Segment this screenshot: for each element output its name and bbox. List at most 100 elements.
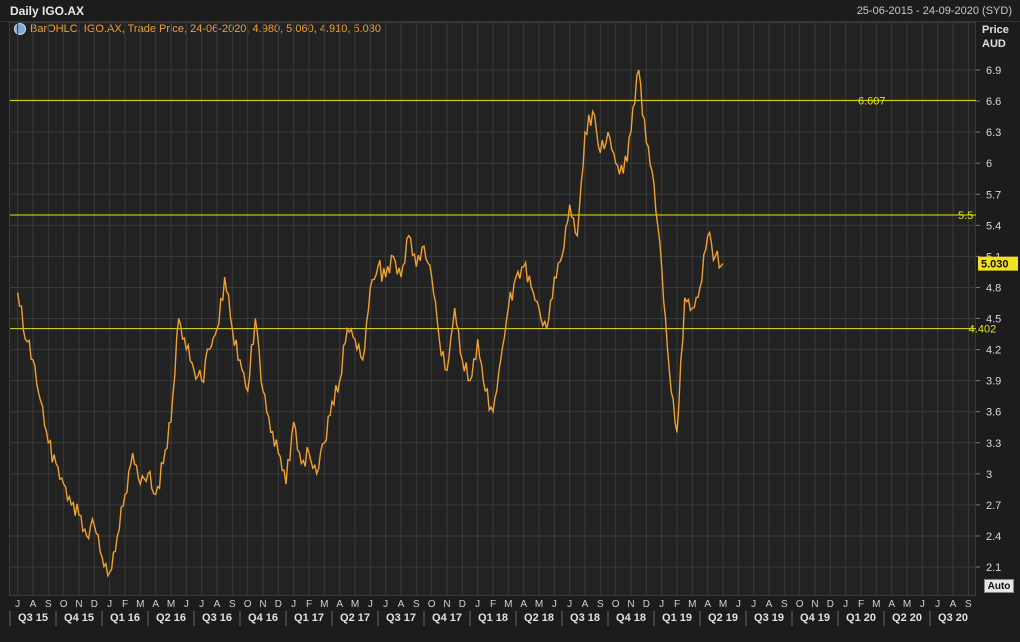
month-tick-label: F <box>122 599 128 610</box>
month-tick-label: M <box>872 599 880 610</box>
y-tick-label: 3.9 <box>986 376 1001 388</box>
month-tick-label: S <box>965 599 972 610</box>
month-tick-label: S <box>597 599 604 610</box>
month-tick-label: J <box>107 599 112 610</box>
month-tick-label: J <box>567 599 572 610</box>
month-tick-label: N <box>259 599 266 610</box>
reference-line-label: 4.402 <box>969 324 997 336</box>
month-tick-label: J <box>920 599 925 610</box>
y-tick-label: 5.4 <box>986 220 1001 232</box>
month-tick-label: A <box>214 599 221 610</box>
y-tick-label: 6 <box>986 158 992 170</box>
quarter-tick-label: Q2 18 <box>524 612 554 624</box>
quarter-tick-label: Q4 19 <box>800 612 830 624</box>
chart-title: Daily IGO.AX <box>10 4 85 18</box>
quarter-tick-label: Q4 16 <box>248 612 278 624</box>
month-tick-label: S <box>413 599 420 610</box>
month-tick-label: M <box>167 599 175 610</box>
month-tick-label: M <box>351 599 359 610</box>
price-axis-label: Price <box>982 24 1009 36</box>
month-tick-label: M <box>504 599 512 610</box>
quarter-tick-label: Q3 16 <box>202 612 232 624</box>
month-tick-label: A <box>766 599 773 610</box>
month-tick-label: M <box>903 599 911 610</box>
quarter-tick-label: Q3 19 <box>754 612 784 624</box>
quarter-tick-label: Q1 18 <box>478 612 508 624</box>
quarter-tick-label: Q3 17 <box>386 612 416 624</box>
month-tick-label: O <box>428 599 436 610</box>
reference-line-label: 6.607 <box>858 95 886 107</box>
month-tick-label: M <box>136 599 144 610</box>
month-tick-label: J <box>15 599 20 610</box>
auto-scale-button[interactable]: Auto <box>984 579 1014 593</box>
month-tick-label: S <box>45 599 52 610</box>
y-tick-label: 2.4 <box>986 531 1001 543</box>
quarter-tick-label: Q2 16 <box>156 612 186 624</box>
y-tick-label: 2.1 <box>986 562 1001 574</box>
month-tick-label: D <box>643 599 650 610</box>
month-tick-label: J <box>659 599 664 610</box>
month-tick-label: J <box>368 599 373 610</box>
y-tick-label: 3.6 <box>986 407 1001 419</box>
month-tick-label: J <box>935 599 940 610</box>
quarter-tick-label: Q2 20 <box>892 612 922 624</box>
month-tick-label: D <box>91 599 98 610</box>
month-tick-label: J <box>475 599 480 610</box>
month-tick-label: N <box>627 599 634 610</box>
price-line <box>17 69 724 578</box>
month-tick-label: A <box>520 599 527 610</box>
month-tick-label: A <box>152 599 159 610</box>
y-tick-label: 6.9 <box>986 65 1001 77</box>
date-range[interactable]: 25-06-2015 - 24-09-2020 (SYD) <box>856 5 1012 17</box>
month-tick-label: A <box>888 599 895 610</box>
month-tick-label: J <box>552 599 557 610</box>
y-tick-label: 4.2 <box>986 345 1001 357</box>
month-tick-label: J <box>751 599 756 610</box>
month-tick-label: A <box>30 599 37 610</box>
month-tick-label: A <box>704 599 711 610</box>
y-tick-label: 3.3 <box>986 438 1001 450</box>
quarter-tick-label: Q2 17 <box>340 612 370 624</box>
month-tick-label: M <box>320 599 328 610</box>
quarter-tick-label: Q1 17 <box>294 612 324 624</box>
y-tick-label: 6.3 <box>986 127 1001 139</box>
series-icon <box>14 23 26 35</box>
price-axis-unit: AUD <box>982 38 1006 50</box>
y-tick-label: 4.8 <box>986 282 1001 294</box>
month-tick-label: A <box>950 599 957 610</box>
quarter-tick-label: Q1 19 <box>662 612 692 624</box>
month-tick-label: J <box>199 599 204 610</box>
quarter-tick-label: Q4 15 <box>64 612 94 624</box>
month-tick-label: D <box>275 599 282 610</box>
chart-header: Daily IGO.AX 25-06-2015 - 24-09-2020 (SY… <box>0 0 1020 22</box>
month-tick-label: F <box>858 599 864 610</box>
month-tick-label: O <box>60 599 68 610</box>
quarter-tick-label: Q3 18 <box>570 612 600 624</box>
month-tick-label: S <box>229 599 236 610</box>
month-tick-label: M <box>535 599 543 610</box>
quarter-tick-label: Q3 15 <box>18 612 48 624</box>
month-tick-label: J <box>383 599 388 610</box>
month-tick-label: S <box>781 599 788 610</box>
last-price-label: 5.030 <box>981 259 1009 271</box>
month-tick-label: O <box>796 599 804 610</box>
reference-line-label: 5.5 <box>958 210 973 222</box>
month-tick-label: F <box>674 599 680 610</box>
month-tick-label: F <box>306 599 312 610</box>
month-tick-label: O <box>612 599 620 610</box>
price-axis-title: Price AUD <box>982 23 1009 51</box>
month-tick-label: O <box>244 599 252 610</box>
quarter-tick-label: Q4 17 <box>432 612 462 624</box>
month-tick-label: A <box>582 599 589 610</box>
month-tick-label: M <box>688 599 696 610</box>
month-tick-label: J <box>736 599 741 610</box>
month-tick-label: J <box>291 599 296 610</box>
month-tick-label: M <box>719 599 727 610</box>
quarter-tick-label: Q3 20 <box>938 612 968 624</box>
month-tick-label: N <box>811 599 818 610</box>
month-tick-label: F <box>490 599 496 610</box>
month-tick-label: N <box>443 599 450 610</box>
y-tick-label: 4.5 <box>986 314 1001 326</box>
month-tick-label: D <box>827 599 834 610</box>
